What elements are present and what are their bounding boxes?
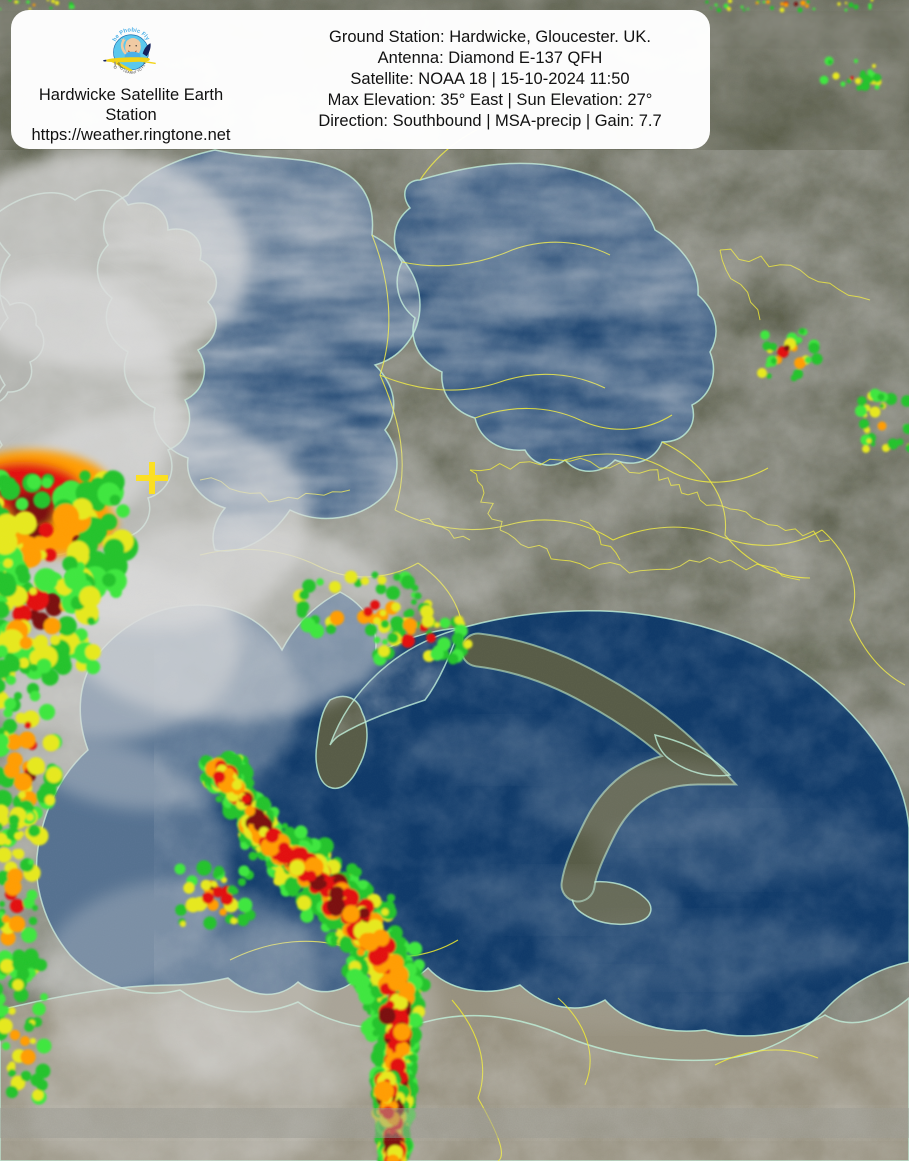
svg-text:Satellite: NOAA 18 | 15-10-202: Satellite: NOAA 18 | 15-10-2024 11:50 <box>350 70 629 88</box>
svg-text:Hardwicke Satellite Earth: Hardwicke Satellite Earth <box>39 86 223 104</box>
svg-text:Max Elevation: 35° East | Sun: Max Elevation: 35° East | Sun Elevation:… <box>328 91 653 109</box>
svg-text:https://weather.ringtone.net: https://weather.ringtone.net <box>31 126 230 144</box>
svg-text:Antenna: Diamond E-137 QFH: Antenna: Diamond E-137 QFH <box>378 49 603 67</box>
svg-text:Ground Station: Hardwicke, Glo: Ground Station: Hardwicke, Gloucester. U… <box>329 28 651 46</box>
svg-text:Direction: Southbound | MSA-pr: Direction: Southbound | MSA-precip | Gai… <box>318 112 661 130</box>
svg-text:Station: Station <box>105 106 156 124</box>
